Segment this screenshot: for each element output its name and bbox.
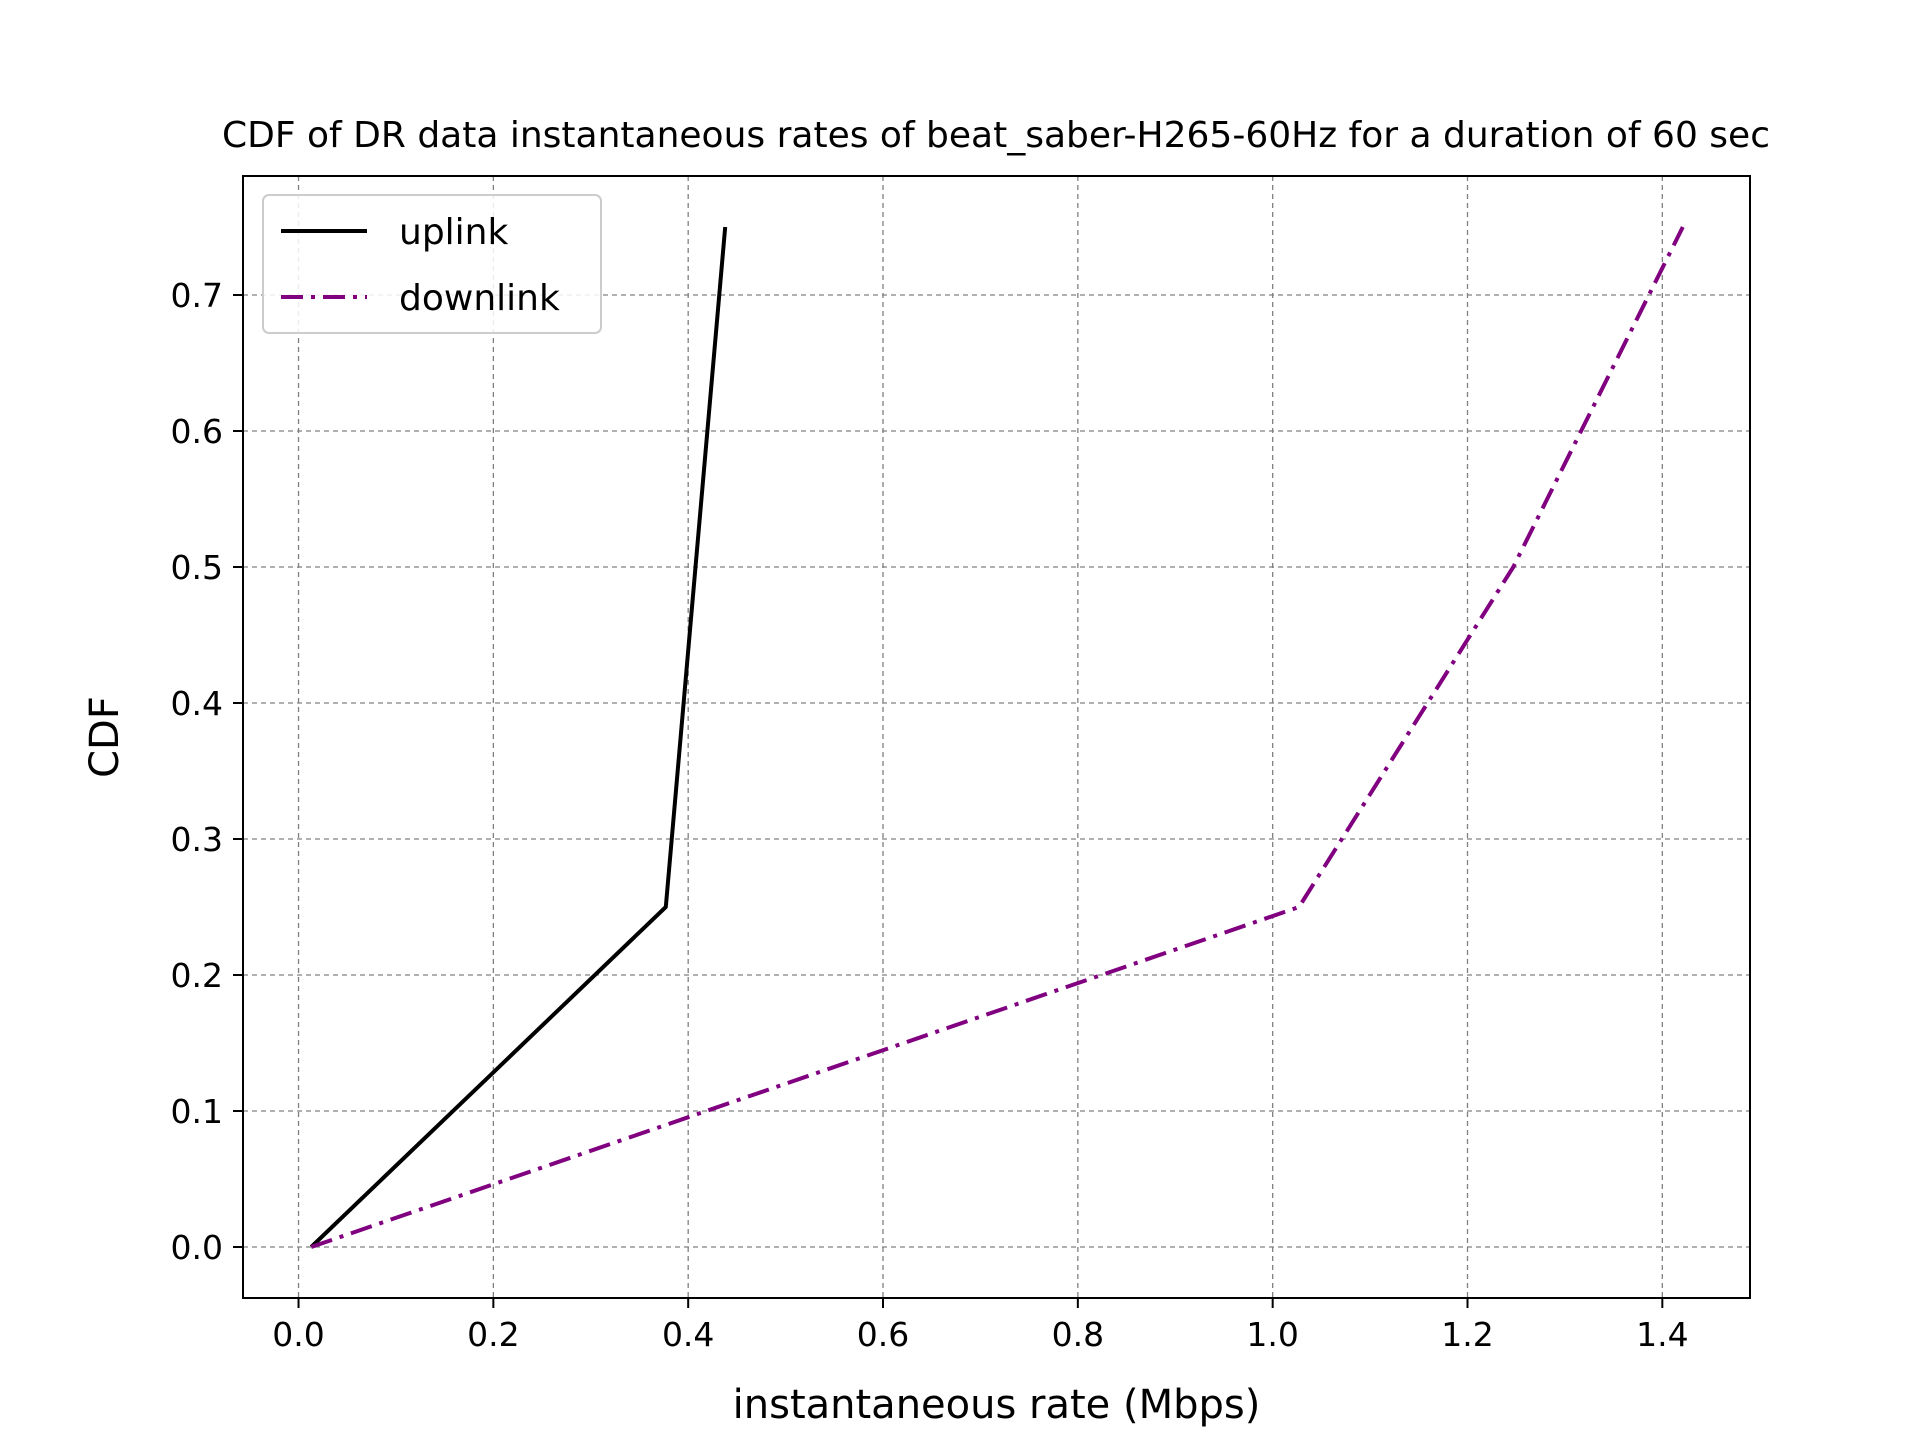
x-tick-label: 0.2 (467, 1315, 519, 1354)
series-line-uplink (309, 226, 728, 1249)
x-axis-label: instantaneous rate (Mbps) (733, 1382, 1261, 1428)
y-tick-label: 0.6 (171, 412, 223, 451)
grid (243, 176, 1750, 1298)
x-tick-label: 0.0 (272, 1315, 324, 1354)
y-tick-label: 0.7 (171, 276, 223, 315)
y-tick-label: 0.3 (171, 820, 223, 859)
y-tick-label: 0.5 (171, 548, 223, 587)
y-axis-ticks: 0.0 0.1 0.2 0.3 0.4 0.5 0.6 0.7 (171, 276, 243, 1267)
y-axis-label: CDF (82, 696, 128, 778)
plot-frame (242, 175, 1751, 1299)
chart-title: CDF of DR data instantaneous rates of be… (222, 115, 1770, 156)
y-tick-label: 0.2 (171, 956, 223, 995)
legend: uplink downlink (262, 194, 602, 334)
x-tick-label: 0.4 (662, 1315, 714, 1354)
x-tick-label: 1.0 (1246, 1315, 1298, 1354)
x-tick-label: 0.8 (1052, 1315, 1104, 1354)
series-lines (309, 226, 1685, 1249)
legend-label-uplink: uplink (399, 212, 508, 253)
y-tick-label: 0.0 (171, 1228, 223, 1267)
y-tick-label: 0.1 (171, 1092, 223, 1131)
x-tick-label: 0.6 (857, 1315, 909, 1354)
x-axis-ticks: 0.0 0.2 0.4 0.6 0.8 1.0 1.2 1.4 (272, 1298, 1689, 1354)
x-tick-label: 1.2 (1441, 1315, 1493, 1354)
x-tick-label: 1.4 (1636, 1315, 1688, 1354)
y-tick-label: 0.4 (171, 684, 223, 723)
legend-label-downlink: downlink (399, 278, 560, 319)
series-line-downlink (310, 226, 1685, 1249)
